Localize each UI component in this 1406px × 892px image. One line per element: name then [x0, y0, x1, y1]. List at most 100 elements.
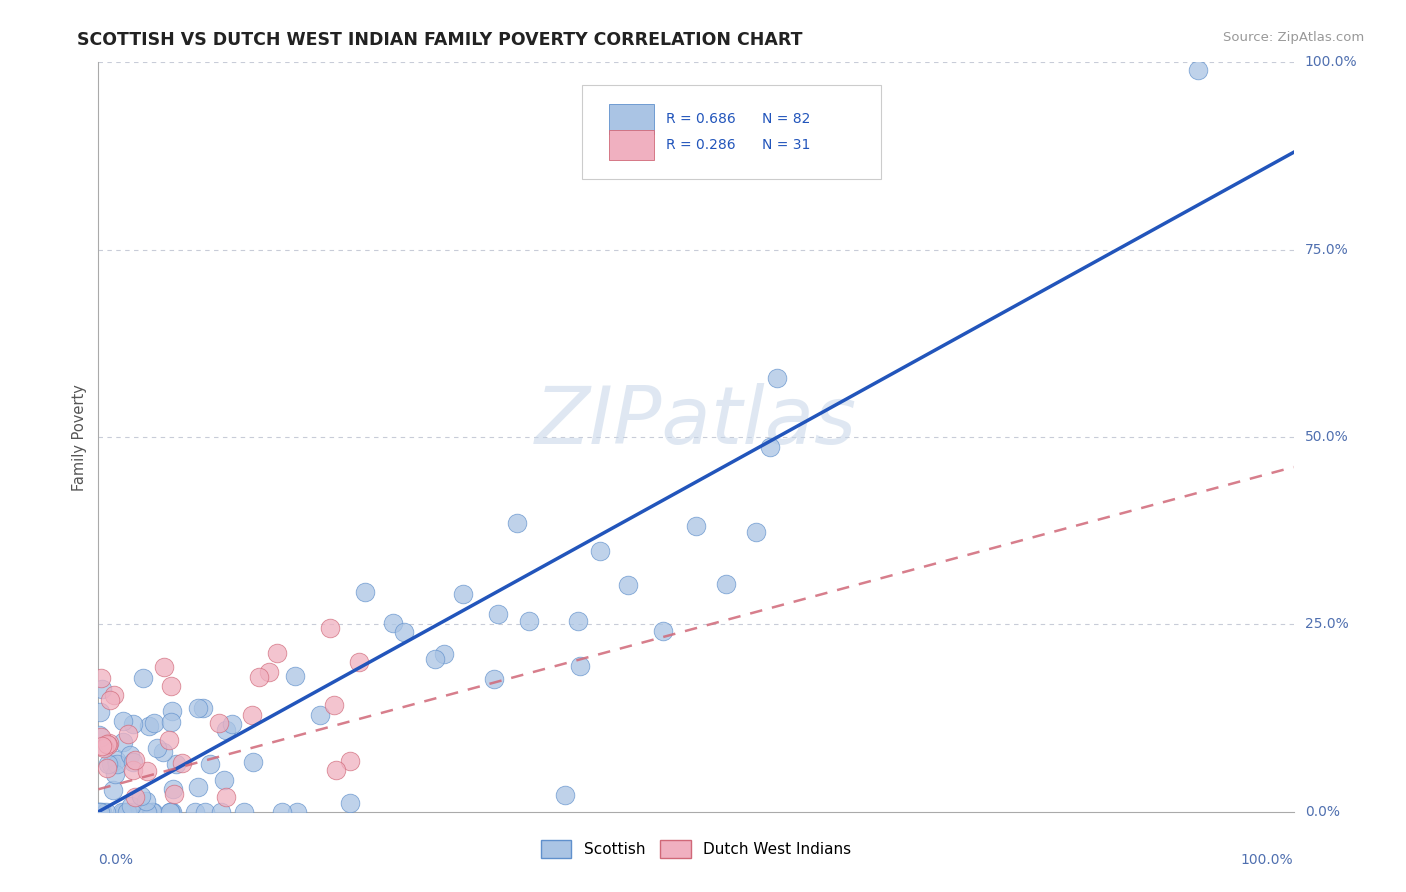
Point: [567, 614, 589, 628]
Bar: [609, 130, 654, 160]
Point: [121, 805, 143, 819]
Point: [87, 728, 110, 742]
Point: [257, 665, 280, 679]
Legend: Scottish, Dutch West Indians: Scottish, Dutch West Indians: [534, 834, 858, 864]
Point: [187, 701, 209, 715]
Point: [198, 756, 221, 771]
Point: [270, 805, 292, 819]
Point: [242, 755, 264, 769]
Point: [382, 616, 405, 631]
Point: [117, 727, 139, 741]
Text: ZIPatlas: ZIPatlas: [534, 383, 858, 461]
FancyBboxPatch shape: [582, 85, 882, 178]
Point: [159, 805, 181, 819]
Text: 50.0%: 50.0%: [1305, 430, 1348, 444]
Point: [117, 805, 139, 819]
Point: [209, 805, 232, 819]
Point: [96, 805, 118, 819]
Point: [129, 789, 152, 803]
Point: [194, 805, 217, 819]
Point: [100, 756, 122, 771]
Point: [453, 587, 475, 601]
Point: [93, 740, 115, 755]
Point: [714, 576, 737, 591]
Text: 0.0%: 0.0%: [1305, 805, 1340, 819]
Point: [519, 614, 541, 628]
Point: [354, 584, 377, 599]
Text: 100.0%: 100.0%: [1305, 55, 1357, 70]
Point: [652, 624, 675, 638]
Point: [617, 578, 640, 592]
Point: [184, 805, 207, 819]
Point: [120, 799, 142, 814]
Point: [215, 723, 238, 737]
Point: [554, 788, 576, 802]
Point: [89, 705, 111, 719]
Text: R = 0.686: R = 0.686: [666, 112, 735, 126]
Point: [135, 794, 157, 808]
Point: [131, 671, 153, 685]
Point: [153, 660, 176, 674]
Text: 100.0%: 100.0%: [1241, 853, 1294, 867]
Point: [90, 681, 112, 696]
Point: [124, 753, 146, 767]
Point: [135, 805, 157, 819]
Point: [212, 772, 235, 787]
Point: [221, 716, 243, 731]
Point: [745, 524, 768, 539]
Point: [97, 735, 120, 749]
Text: 75.0%: 75.0%: [1305, 243, 1348, 257]
Point: [323, 698, 346, 712]
Point: [284, 669, 307, 683]
Point: [568, 659, 591, 673]
Point: [87, 805, 110, 819]
Point: [506, 516, 529, 530]
Point: [135, 764, 157, 779]
Point: [152, 745, 174, 759]
Point: [163, 787, 186, 801]
Point: [423, 651, 446, 665]
Point: [111, 805, 134, 819]
Point: [112, 735, 135, 749]
Point: [101, 782, 124, 797]
Point: [112, 714, 135, 728]
Point: [87, 805, 110, 819]
Point: [105, 756, 128, 771]
Point: [486, 607, 509, 622]
Text: N = 82: N = 82: [762, 112, 810, 126]
Point: [90, 671, 112, 685]
Point: [159, 805, 181, 819]
Point: [187, 780, 209, 794]
Text: R = 0.286: R = 0.286: [666, 138, 735, 152]
Point: [433, 647, 456, 661]
Point: [240, 708, 263, 723]
Point: [347, 655, 370, 669]
Point: [394, 624, 416, 639]
Point: [118, 748, 141, 763]
Point: [157, 733, 180, 747]
Point: [172, 756, 194, 770]
Text: SCOTTISH VS DUTCH WEST INDIAN FAMILY POVERTY CORRELATION CHART: SCOTTISH VS DUTCH WEST INDIAN FAMILY POV…: [77, 31, 803, 49]
Point: [589, 544, 612, 558]
Point: [90, 805, 112, 819]
Point: [247, 670, 270, 684]
Point: [233, 805, 256, 819]
Point: [97, 757, 120, 772]
Point: [160, 714, 183, 729]
Point: [141, 805, 163, 819]
Point: [91, 739, 114, 754]
Y-axis label: Family Poverty: Family Poverty: [72, 384, 87, 491]
Text: Source: ZipAtlas.com: Source: ZipAtlas.com: [1223, 31, 1364, 45]
Text: N = 31: N = 31: [762, 138, 810, 152]
Point: [339, 796, 361, 810]
Text: 0.0%: 0.0%: [98, 853, 134, 867]
Point: [97, 738, 120, 752]
Point: [208, 715, 231, 730]
Point: [90, 731, 112, 745]
Point: [160, 704, 183, 718]
Point: [339, 754, 361, 768]
Point: [138, 719, 160, 733]
Point: [89, 805, 111, 819]
Point: [121, 763, 143, 777]
Point: [484, 672, 506, 686]
